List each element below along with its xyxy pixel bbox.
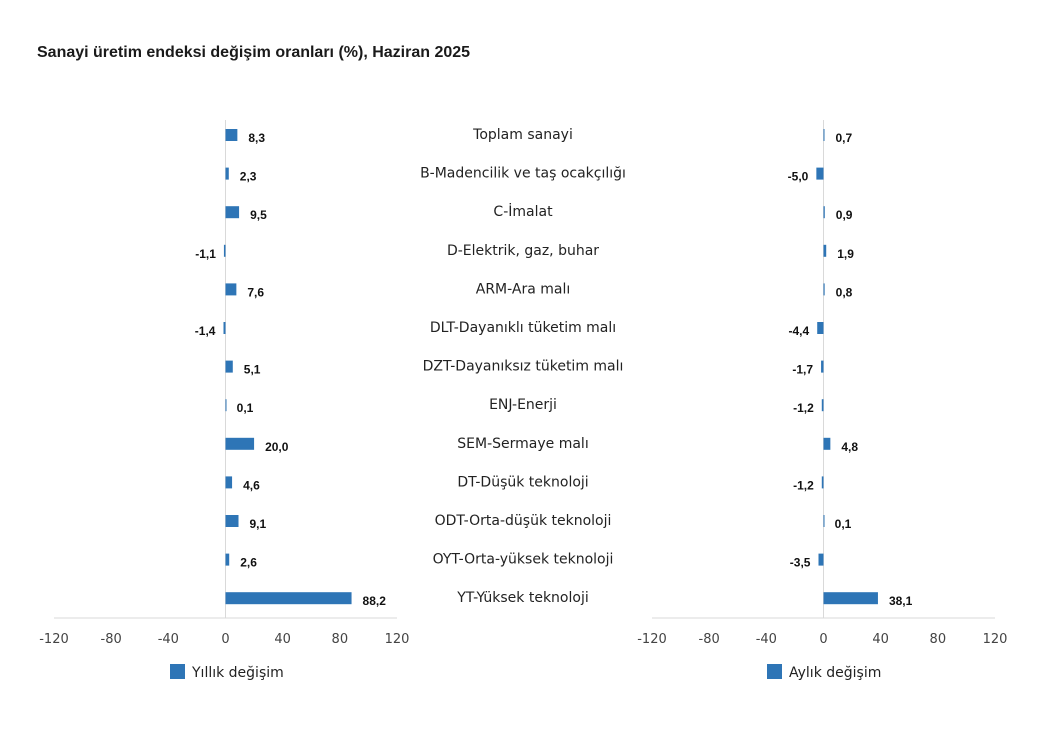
data-label: 9,1 bbox=[250, 517, 267, 531]
x-tick-label: -40 bbox=[158, 632, 179, 647]
category-label: C-İmalat bbox=[493, 202, 553, 220]
data-label: 1,9 bbox=[837, 247, 854, 261]
bar bbox=[823, 515, 825, 527]
bar bbox=[823, 206, 825, 219]
x-tick-label: 80 bbox=[930, 632, 947, 647]
data-label: -5,0 bbox=[788, 170, 809, 184]
bar bbox=[225, 283, 237, 296]
data-label: 0,9 bbox=[836, 208, 853, 222]
x-tick-label: 0 bbox=[221, 632, 229, 647]
bar bbox=[821, 476, 824, 489]
bar bbox=[821, 360, 824, 373]
bar bbox=[225, 399, 227, 412]
data-label: 20,0 bbox=[265, 440, 289, 454]
x-tick-label: -80 bbox=[101, 632, 122, 647]
x-tick-label: 80 bbox=[332, 632, 349, 647]
data-label: -1,1 bbox=[195, 247, 216, 261]
bar bbox=[823, 129, 825, 141]
bar bbox=[816, 167, 824, 180]
bar bbox=[821, 399, 824, 412]
bar bbox=[223, 322, 226, 334]
category-label: YT-Yüksek teknoloji bbox=[456, 590, 588, 606]
bar bbox=[823, 244, 827, 257]
data-label: -1,7 bbox=[792, 363, 813, 377]
bar bbox=[818, 553, 824, 566]
legend-swatch bbox=[170, 664, 185, 679]
x-tick-label: -80 bbox=[699, 632, 720, 647]
bar bbox=[225, 437, 255, 450]
data-label: 5,1 bbox=[244, 363, 261, 377]
data-label: 4,6 bbox=[243, 478, 260, 492]
data-label: 2,3 bbox=[240, 170, 257, 184]
data-label: -1,2 bbox=[793, 401, 814, 415]
bar bbox=[225, 167, 229, 180]
category-label: SEM-Sermaye malı bbox=[457, 436, 588, 452]
data-label: 38,1 bbox=[889, 594, 913, 608]
data-label: -1,2 bbox=[793, 478, 814, 492]
bar bbox=[223, 244, 226, 257]
bar bbox=[225, 515, 239, 527]
data-label: 0,1 bbox=[835, 517, 852, 531]
x-tick-label: 40 bbox=[872, 632, 889, 647]
bar bbox=[823, 283, 825, 296]
data-label: 4,8 bbox=[841, 440, 858, 454]
bar bbox=[823, 437, 831, 450]
legend-swatch bbox=[767, 664, 782, 679]
data-label: -4,4 bbox=[789, 324, 810, 338]
bar bbox=[225, 206, 240, 219]
bar bbox=[225, 553, 230, 566]
category-label: DZT-Dayanıksız tüketim malı bbox=[423, 359, 624, 375]
data-label: 0,8 bbox=[836, 285, 853, 299]
category-label: DLT-Dayanıklı tüketim malı bbox=[430, 320, 616, 336]
bar bbox=[823, 592, 878, 605]
x-tick-label: 0 bbox=[819, 632, 827, 647]
category-label: ENJ-Enerji bbox=[489, 397, 557, 413]
x-tick-label: 120 bbox=[385, 632, 410, 647]
category-label: Toplam sanayi bbox=[472, 127, 573, 143]
data-label: 0,1 bbox=[237, 401, 254, 415]
data-label: -3,5 bbox=[790, 556, 811, 570]
x-tick-label: -40 bbox=[756, 632, 777, 647]
bar bbox=[225, 360, 233, 373]
bar bbox=[225, 476, 233, 489]
bar bbox=[225, 592, 352, 605]
category-label: ODT-Orta-düşük teknoloji bbox=[435, 513, 612, 529]
legend-label: Aylık değişim bbox=[789, 665, 881, 681]
data-label: 0,7 bbox=[836, 131, 853, 145]
chart-title: Sanayi üretim endeksi değişim oranları (… bbox=[37, 44, 471, 61]
category-label: D-Elektrik, gaz, buhar bbox=[447, 243, 599, 259]
bar bbox=[817, 322, 824, 334]
data-label: 88,2 bbox=[363, 594, 387, 608]
legend-label: Yıllık değişim bbox=[191, 665, 284, 681]
x-tick-label: 120 bbox=[983, 632, 1008, 647]
x-tick-label: -120 bbox=[637, 632, 667, 647]
data-label: 8,3 bbox=[248, 131, 265, 145]
category-label: DT-Düşük teknoloji bbox=[457, 474, 588, 490]
data-label: 9,5 bbox=[250, 208, 267, 222]
data-label: 7,6 bbox=[247, 285, 264, 299]
data-label: 2,6 bbox=[240, 556, 257, 570]
x-tick-label: 40 bbox=[274, 632, 291, 647]
category-label: B-Madencilik ve taş ocakçılığı bbox=[420, 166, 626, 182]
category-label: ARM-Ara malı bbox=[476, 281, 571, 297]
category-label: OYT-Orta-yüksek teknoloji bbox=[433, 552, 614, 568]
data-label: -1,4 bbox=[195, 324, 216, 338]
x-tick-label: -120 bbox=[39, 632, 69, 647]
bar bbox=[225, 129, 238, 141]
